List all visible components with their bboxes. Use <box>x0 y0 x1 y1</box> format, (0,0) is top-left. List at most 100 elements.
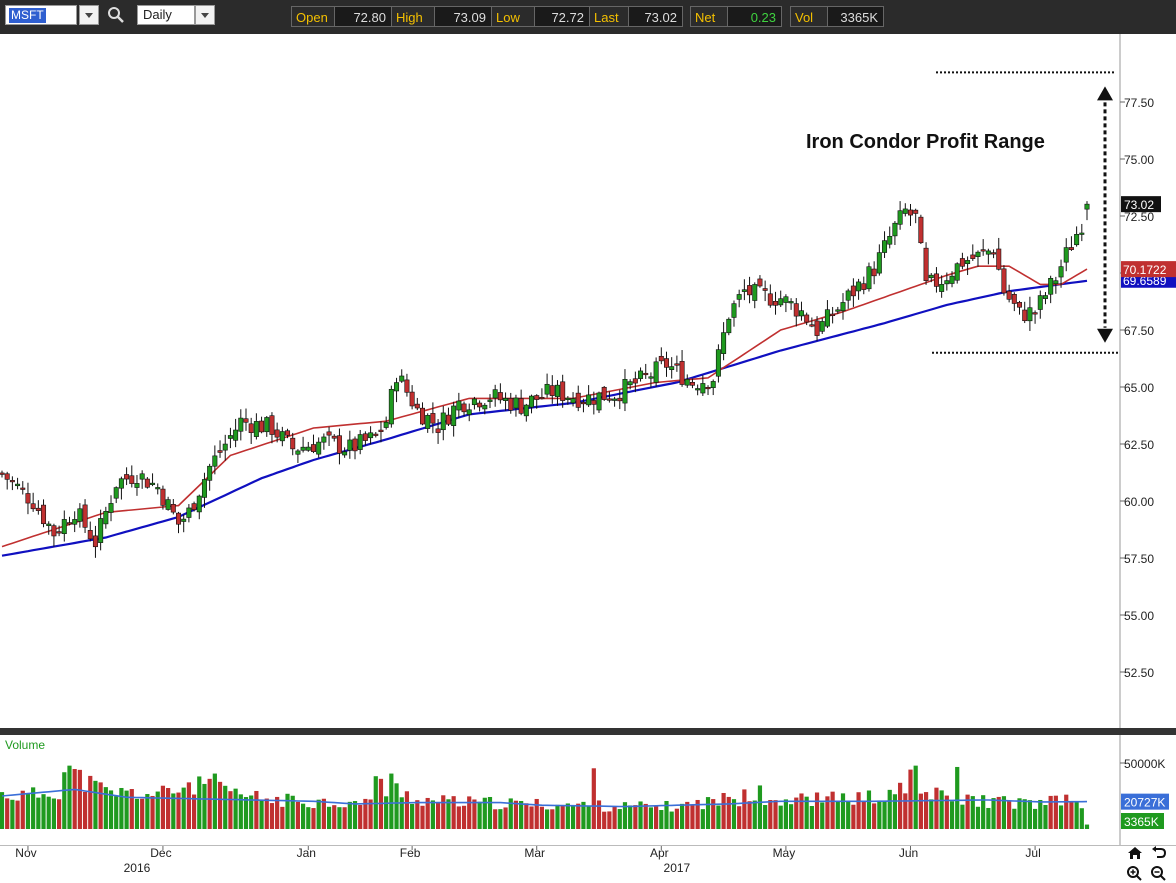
interval-select[interactable]: Daily <box>137 5 195 25</box>
volume-bar <box>560 805 565 829</box>
candle-body <box>913 209 919 214</box>
volume-bar <box>62 772 67 829</box>
toolbar: MSFT Daily Open 72.80 High 73.09 Low 72.… <box>0 0 1176 34</box>
candle-body <box>124 474 130 480</box>
candle <box>996 237 1002 271</box>
volume-bar <box>1064 794 1069 829</box>
candle-body <box>336 435 342 454</box>
volume-bar <box>503 807 508 829</box>
profit-range-annotation: Iron Condor Profit Range <box>806 131 1045 153</box>
x-month-label: Dec <box>150 846 171 860</box>
candle <box>674 355 680 372</box>
zoom-out-icon[interactable] <box>1150 865 1168 881</box>
zoom-in-icon[interactable] <box>1126 865 1144 881</box>
volume-bar <box>1038 799 1043 829</box>
candle <box>788 298 794 310</box>
y-tick-label: 75.00 <box>1124 153 1154 167</box>
volume-bar <box>529 806 534 829</box>
candle <box>492 384 498 407</box>
candle-body <box>139 473 145 480</box>
candle-body <box>129 475 135 484</box>
candle-body <box>227 435 233 439</box>
volume-bar <box>825 796 830 829</box>
candle-body <box>627 381 633 386</box>
volume-bar <box>399 797 404 829</box>
candle <box>295 449 301 464</box>
volume-bar <box>0 792 5 829</box>
candle-body <box>440 412 446 431</box>
candle <box>731 300 737 327</box>
candle <box>378 421 384 443</box>
candle-body <box>747 285 753 296</box>
volume-bar <box>228 791 233 829</box>
candle-body <box>565 397 571 400</box>
candle-body <box>907 209 913 216</box>
volume-bar <box>986 807 991 829</box>
candle-body <box>482 404 488 410</box>
candle <box>373 432 379 438</box>
volume-bar <box>269 803 275 829</box>
volume-bar <box>981 795 986 829</box>
symbol-dropdown-button[interactable] <box>79 5 99 25</box>
volume-bar <box>887 789 892 829</box>
symbol-input[interactable]: MSFT <box>5 5 77 25</box>
volume-bar <box>726 796 731 829</box>
candle-body <box>783 296 789 303</box>
candle-body <box>648 376 654 379</box>
candle-body <box>980 249 986 252</box>
candle-body <box>92 535 98 548</box>
candle <box>129 465 135 488</box>
candle-body <box>451 405 457 426</box>
x-month-label: Jan <box>297 846 316 860</box>
candle <box>471 396 477 410</box>
volume-bar <box>332 805 337 829</box>
candle-body <box>965 260 971 265</box>
volume-bar <box>991 798 996 829</box>
candle <box>902 203 908 217</box>
candle <box>1032 310 1038 324</box>
search-icon[interactable] <box>107 6 125 24</box>
candle-body <box>316 441 322 455</box>
volume-bar <box>1048 795 1053 829</box>
candle <box>850 278 856 307</box>
volume-bar <box>20 790 25 829</box>
volume-bar <box>51 798 57 829</box>
candle-body <box>165 499 171 510</box>
candle-body <box>882 240 888 253</box>
quote-label-vol: Vol <box>790 6 828 27</box>
candle <box>695 384 701 396</box>
candle-body <box>295 450 301 455</box>
candle <box>601 385 607 401</box>
volume-bar <box>929 799 934 829</box>
quote-label-low: Low <box>491 6 535 27</box>
candle <box>414 397 420 411</box>
candle <box>554 380 560 406</box>
pane-separator[interactable] <box>0 728 1176 735</box>
home-icon[interactable] <box>1126 845 1144 861</box>
volume-bar <box>752 800 757 829</box>
candle-body <box>705 387 711 390</box>
candle-body <box>201 479 207 498</box>
candle <box>342 447 348 458</box>
axis-divider <box>0 845 1176 846</box>
interval-dropdown-button[interactable] <box>195 5 215 25</box>
candle-body <box>871 268 877 277</box>
candle-body <box>217 450 223 453</box>
volume-bar <box>36 797 41 829</box>
candle <box>92 525 98 558</box>
candle <box>689 378 695 389</box>
candle <box>882 231 888 258</box>
volume-bar <box>451 796 456 829</box>
candle-body <box>503 398 509 401</box>
candle <box>767 284 773 308</box>
candle <box>290 432 296 456</box>
undo-icon[interactable] <box>1150 845 1168 861</box>
volume-bar <box>472 799 477 829</box>
candle <box>606 391 612 403</box>
volume-bar <box>295 801 301 829</box>
volume-bar <box>1017 798 1022 829</box>
volume-bar <box>544 809 550 829</box>
price-chart[interactable]: 77.5075.0072.5070.0067.5065.0062.5060.00… <box>0 34 1176 883</box>
candle-body <box>570 398 576 404</box>
candle-body <box>617 397 623 402</box>
